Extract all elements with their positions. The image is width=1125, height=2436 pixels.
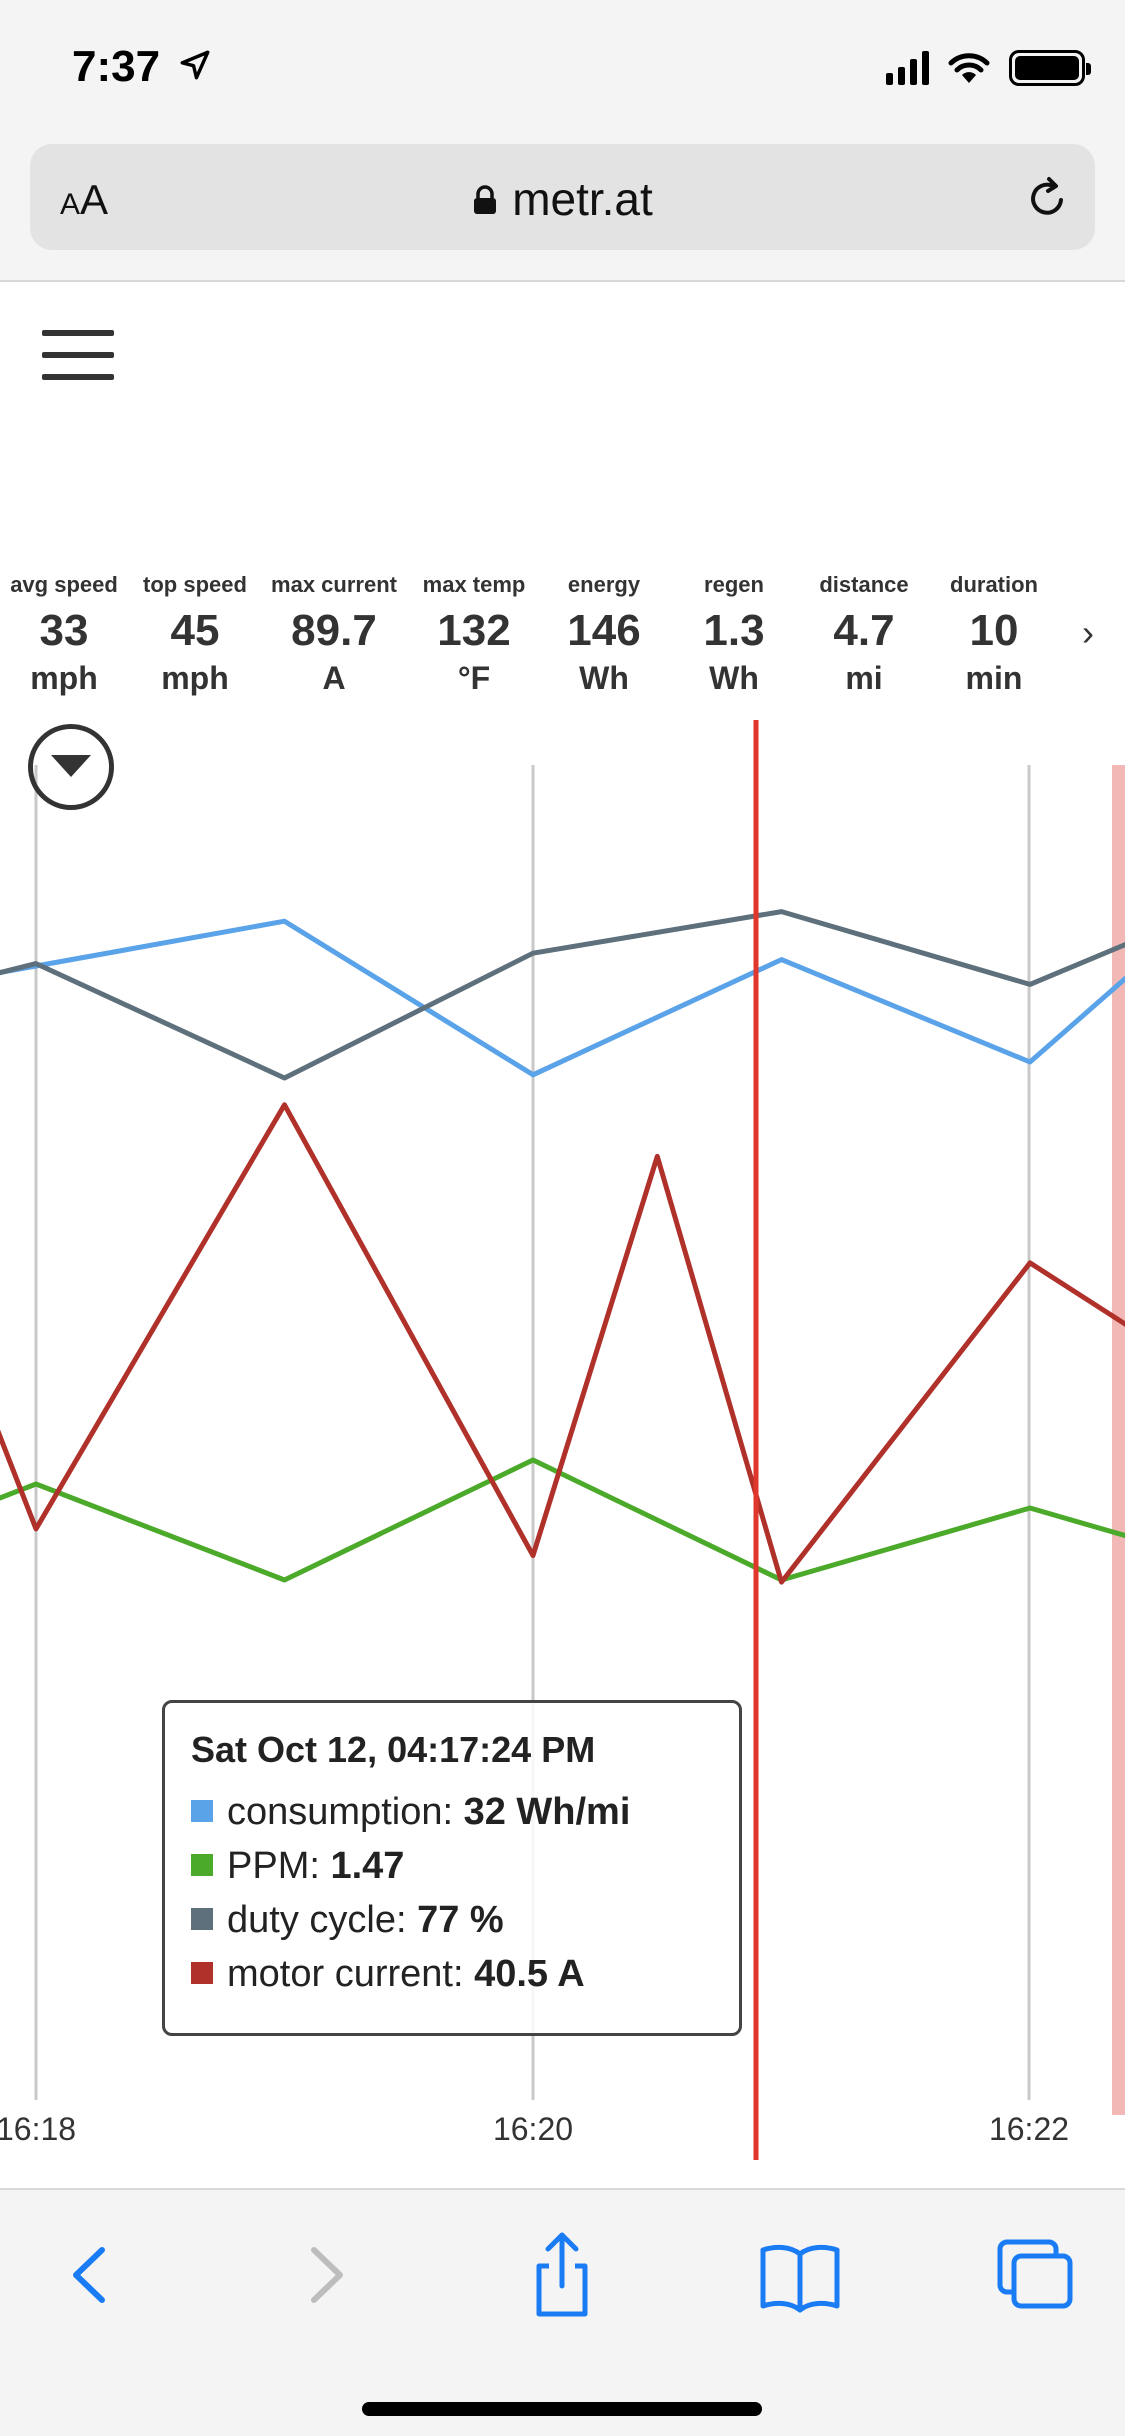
- series-line-motor-current: [0, 1102, 1125, 1585]
- tabs-icon[interactable]: [990, 2230, 1080, 2320]
- forward-chevron-icon[interactable]: [280, 2230, 370, 2320]
- status-time: 7:37: [72, 42, 161, 91]
- stat-top-speed: top speed 45 mph: [143, 572, 247, 696]
- telemetry-chart[interactable]: 16:18 16:20 16:22: [0, 720, 1125, 2190]
- bookmarks-icon[interactable]: [755, 2230, 845, 2320]
- reload-icon[interactable]: [1023, 174, 1071, 222]
- chart-tooltip: Sat Oct 12, 04:17:24 PM consumption: 32 …: [162, 1700, 742, 2036]
- legend-swatch: [191, 1799, 213, 1822]
- battery-icon: [1009, 50, 1091, 86]
- lock-icon: [474, 185, 497, 214]
- url-text: metr.at: [512, 173, 653, 225]
- x-axis-labels: 16:18 16:20 16:22: [0, 2111, 1069, 2147]
- cellular-signal-icon: [886, 51, 929, 85]
- chart-right-highlight: [1112, 765, 1125, 2115]
- location-arrow-icon: [180, 50, 210, 80]
- stat-avg-speed: avg speed 33 mph: [10, 572, 118, 696]
- series-line-ppm: [0, 1457, 1125, 1583]
- stat-regen: regen 1.3 Wh: [703, 572, 765, 696]
- browser-toolbar: [0, 2188, 1125, 2436]
- share-icon[interactable]: [517, 2230, 607, 2320]
- tooltip-row-ppm: PPM: 1.47: [191, 1839, 713, 1893]
- stat-max-current: max current 89.7 A: [271, 572, 397, 696]
- stat-distance: distance 4.7 mi: [819, 572, 909, 696]
- browser-address-area: AA metr.at: [0, 140, 1125, 282]
- stat-duration: duration 10 min: [950, 572, 1038, 696]
- tooltip-title: Sat Oct 12, 04:17:24 PM: [191, 1729, 596, 1770]
- series-layer: [0, 909, 1125, 1585]
- stat-energy: energy 146 Wh: [567, 572, 641, 696]
- tooltip-row-consumption: consumption: 32 Wh/mi: [191, 1785, 713, 1839]
- wifi-icon: [948, 53, 990, 83]
- legend-swatch: [191, 1961, 213, 1984]
- series-line-duty-cycle: [0, 909, 1125, 1081]
- tooltip-row-motor-current: motor current: 40.5 A: [191, 1947, 713, 2001]
- back-chevron-icon[interactable]: [46, 2230, 136, 2320]
- url-display[interactable]: metr.at: [30, 172, 1095, 226]
- stats-next-chevron-icon[interactable]: ›: [1082, 612, 1094, 653]
- legend-swatch: [191, 1907, 213, 1930]
- home-indicator: [362, 2402, 762, 2416]
- x-tick-label: 16:18: [0, 2111, 76, 2147]
- reader-text-size-button[interactable]: AA: [60, 176, 109, 223]
- stat-max-temp: max temp 132 °F: [422, 572, 526, 696]
- status-icons: [886, 50, 1091, 86]
- tooltip-row-duty-cycle: duty cycle: 77 %: [191, 1893, 713, 1947]
- chart-collapse-toggle-icon[interactable]: [28, 724, 114, 810]
- status-bar: 7:37: [0, 0, 1125, 140]
- series-line-consumption: [0, 918, 1125, 1078]
- hamburger-menu-icon[interactable]: [42, 330, 114, 382]
- x-tick-label: 16:22: [989, 2111, 1069, 2147]
- x-tick-label: 16:20: [493, 2111, 573, 2147]
- ride-stats: avg speed 33 mph top speed 45 mph max cu…: [0, 572, 1125, 702]
- address-bar[interactable]: AA metr.at: [30, 144, 1095, 250]
- legend-swatch: [191, 1853, 213, 1876]
